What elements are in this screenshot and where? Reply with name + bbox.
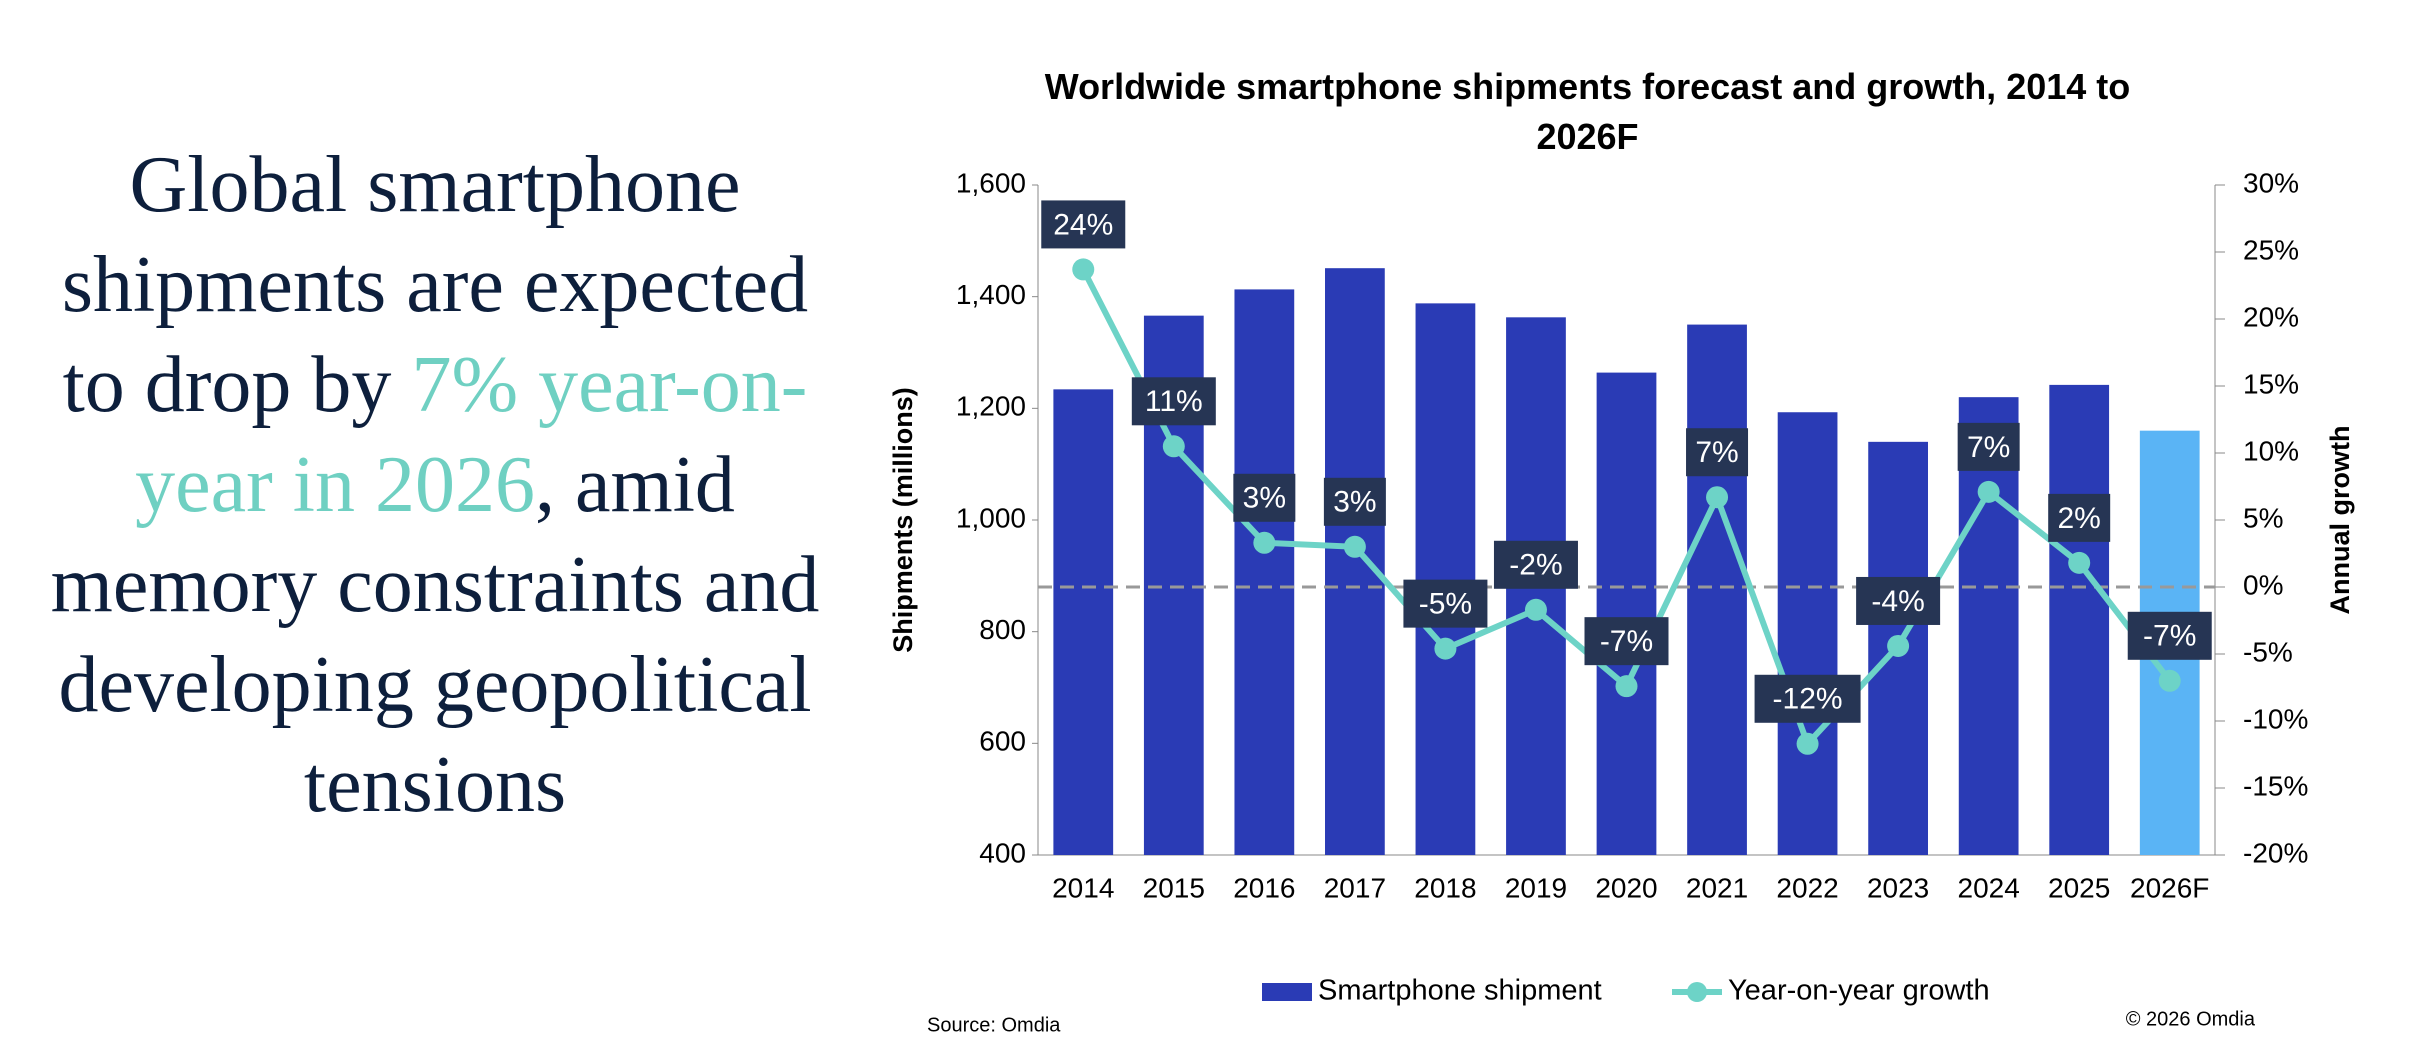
y2-tick-label: -20% [2243,837,2308,868]
growth-point [1072,258,1095,281]
legend-label: Year-on-year growth [1728,975,1990,1007]
x-tick-label: 2016 [1233,872,1295,903]
y-tick-label: 1,200 [956,391,1026,422]
label-box [1233,473,1296,522]
y-tick-label: 1,000 [956,502,1026,533]
label-box [1131,377,1216,426]
bar [1777,412,1838,855]
legend-label: Smartphone shipment [1318,975,1602,1007]
growth-point [1162,435,1185,458]
growth-point [1977,480,2000,503]
x-tick-label: 2023 [1867,872,1929,903]
label-box [1323,477,1386,526]
label-box [1856,576,1941,625]
y2-tick-label: -5% [2243,636,2293,667]
growth-point [2068,551,2091,574]
headline-text: , amid memory constraints and developing… [50,441,820,829]
x-tick-label: 2024 [1958,872,2020,903]
y-tick-label: 400 [979,837,1026,868]
growth-point [1253,531,1276,554]
y2-axis-label: Annual growth [2325,426,2355,615]
y2-tick-label: 30% [2243,167,2299,198]
data-label: 3% [1333,486,1376,519]
x-tick-label: 2025 [2048,872,2110,903]
bar [2049,384,2110,855]
data-label: -7% [1600,625,1653,658]
y2-tick-label: 20% [2243,301,2299,332]
x-tick-label: 2022 [1776,872,1838,903]
data-label: 11% [1145,385,1203,418]
data-label: -5% [1419,588,1472,621]
data-label: 3% [1243,482,1286,515]
bar [1958,397,2019,855]
bar [1687,324,1747,855]
y2-tick-label: -10% [2243,703,2308,734]
headline: Global smartphone shipments are expected… [30,135,840,835]
x-tick-label: 2018 [1414,872,1476,903]
source: Source: Omdia [927,1014,1061,1036]
growth-point [1343,535,1366,558]
x-tick-label: 2020 [1595,872,1657,903]
x-tick-label: 2015 [1143,872,1205,903]
x-tick-label: 2021 [1686,872,1748,903]
label-box [1493,540,1578,589]
data-label: 2% [2058,502,2101,535]
growth-point [1524,598,1547,621]
label-box [1957,422,2020,471]
chart-title: Worldwide smartphone shipments forecast … [1044,66,2131,157]
headline-highlight: 7% year-on-year in 2026 [135,341,808,529]
growth-point [2158,669,2181,692]
y2-tick-label: 0% [2243,569,2283,600]
data-label: 24% [1053,208,1113,241]
legend-swatch [1687,982,1707,1002]
x-tick-label: 2026F [2130,872,2209,903]
label-box [2127,611,2212,660]
data-label: -2% [1509,549,1562,582]
bar [1325,268,1385,856]
bar [1234,289,1295,855]
data-label: -7% [2143,620,2196,653]
data-label: -12% [1773,683,1843,716]
x-tick-label: 2017 [1324,872,1386,903]
bar [1053,389,1114,855]
headline-text: Global smartphone shipments are expected… [61,141,809,429]
growth-point [1887,634,1910,657]
x-tick-label: 2019 [1505,872,1567,903]
label-box [1584,617,1669,666]
y2-tick-label: 10% [2243,435,2299,466]
bar [1596,372,1657,855]
growth-point [1796,732,1819,755]
bar [1415,303,1476,855]
growth-point [1434,637,1457,660]
label-box [1403,579,1488,628]
y-tick-label: 600 [979,726,1026,757]
data-label: 7% [1695,436,1738,469]
data-label: -4% [1871,585,1924,618]
label-box [1041,200,1126,249]
growth-point [1706,486,1729,509]
label-box [1754,674,1861,723]
data-label: 7% [1967,431,2010,464]
growth-point [1615,675,1638,698]
legend-swatch [1262,983,1312,1001]
label-box [2048,493,2111,542]
y-axis-label: Shipments (millions) [888,387,918,653]
y-tick-label: 800 [979,614,1026,645]
y2-tick-label: 15% [2243,368,2299,399]
label-box [1686,428,1749,477]
copyright: © 2026 Omdia [2126,1008,2256,1030]
y2-tick-label: -15% [2243,770,2308,801]
y2-tick-label: 5% [2243,502,2283,533]
y2-tick-label: 25% [2243,234,2299,265]
x-tick-label: 2014 [1052,872,1114,903]
y-tick-label: 1,600 [956,167,1026,198]
y-tick-label: 1,400 [956,279,1026,310]
